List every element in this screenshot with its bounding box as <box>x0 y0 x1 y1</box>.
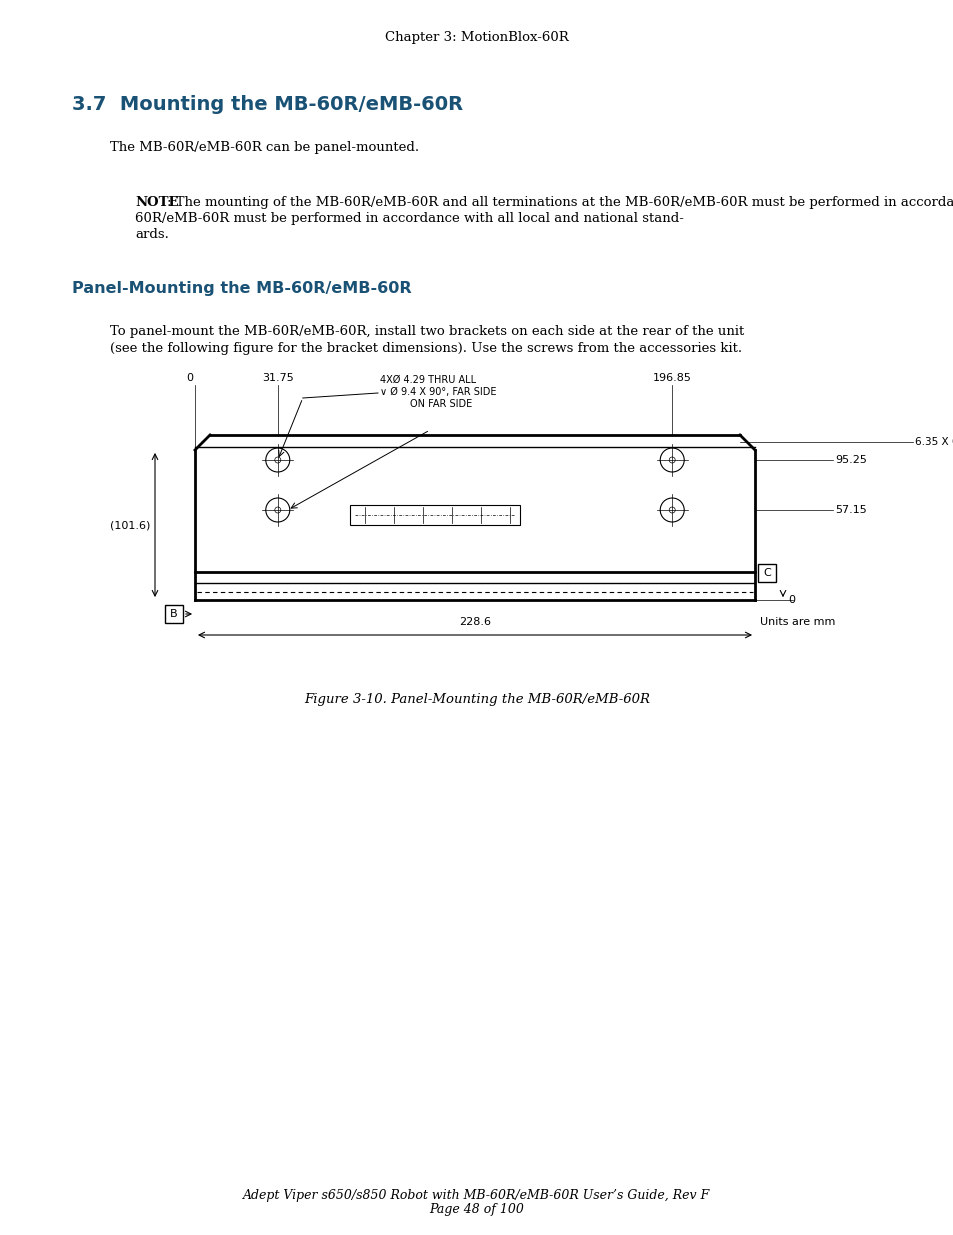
Text: 3.7  Mounting the MB-60R/eMB-60R: 3.7 Mounting the MB-60R/eMB-60R <box>71 95 462 115</box>
Text: 6.35 X 6.35 TYP. CHAMFER: 6.35 X 6.35 TYP. CHAMFER <box>914 437 953 447</box>
Text: (see the following figure for the bracket dimensions). Use the screws from the a: (see the following figure for the bracke… <box>110 342 741 354</box>
Text: Units are mm: Units are mm <box>760 618 835 627</box>
Text: 0: 0 <box>787 595 794 605</box>
Text: : The mounting of the MB-60R/eMB-60R and all terminations at the MB-60R/eMB-60R : : The mounting of the MB-60R/eMB-60R and… <box>167 196 953 209</box>
Text: Adept Viper s650/s850 Robot with MB-60R/eMB-60R User’s Guide, Rev F: Adept Viper s650/s850 Robot with MB-60R/… <box>243 1188 710 1202</box>
Text: B: B <box>170 609 177 619</box>
Text: (101.6): (101.6) <box>110 520 150 530</box>
Text: C: C <box>762 568 770 578</box>
Bar <box>350 505 519 525</box>
Text: NOTE: NOTE <box>135 196 178 209</box>
Bar <box>758 564 775 582</box>
Text: Panel-Mounting the MB-60R/eMB-60R: Panel-Mounting the MB-60R/eMB-60R <box>71 280 411 295</box>
Bar <box>165 605 183 622</box>
Text: 196.85: 196.85 <box>652 373 691 383</box>
Text: To panel-mount the MB-60R/eMB-60R, install two brackets on each side at the rear: To panel-mount the MB-60R/eMB-60R, insta… <box>110 325 743 338</box>
Text: Figure 3-10. Panel-Mounting the MB-60R/eMB-60R: Figure 3-10. Panel-Mounting the MB-60R/e… <box>304 694 649 706</box>
Text: 60R/eMB-60R must be performed in accordance with all local and national stand-: 60R/eMB-60R must be performed in accorda… <box>135 212 683 225</box>
Text: ∨ Ø 9.4 X 90°, FAR SIDE: ∨ Ø 9.4 X 90°, FAR SIDE <box>379 387 496 396</box>
Text: 4XØ 4.29 THRU ALL: 4XØ 4.29 THRU ALL <box>379 375 476 385</box>
Text: ON FAR SIDE: ON FAR SIDE <box>410 399 472 409</box>
Text: 0: 0 <box>186 373 193 383</box>
Text: ards.: ards. <box>135 228 169 241</box>
Text: 57.15: 57.15 <box>834 505 866 515</box>
Text: 228.6: 228.6 <box>458 618 491 627</box>
Text: The MB-60R/eMB-60R can be panel-mounted.: The MB-60R/eMB-60R can be panel-mounted. <box>110 142 418 154</box>
Text: 95.25: 95.25 <box>834 454 866 466</box>
Text: Chapter 3: MotionBlox-60R: Chapter 3: MotionBlox-60R <box>385 32 568 44</box>
Text: 31.75: 31.75 <box>262 373 294 383</box>
Text: Page 48 of 100: Page 48 of 100 <box>429 1203 524 1216</box>
